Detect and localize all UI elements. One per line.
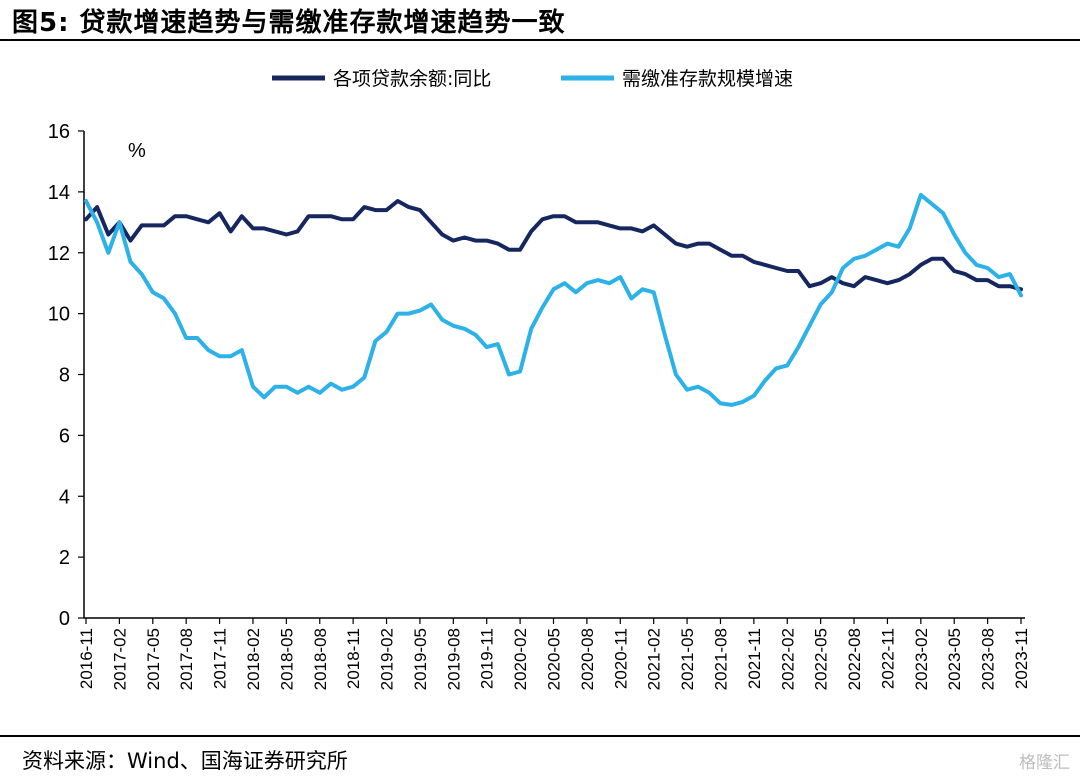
y-tick-label: 14 xyxy=(48,182,70,204)
series-layer xyxy=(84,192,1023,407)
y-axis: 0 2 4 6 8 10 12 14 16 xyxy=(48,121,85,630)
x-tick-label: 2020-11 xyxy=(611,628,630,689)
x-tick-label: 2016-11 xyxy=(77,628,96,689)
y-tick-label: 6 xyxy=(59,425,70,447)
y-tick-label: 4 xyxy=(59,486,70,508)
figure-title: 图5: 贷款增速趋势与需缴准存款增速趋势一致 xyxy=(12,8,566,38)
x-tick-label: 2020-05 xyxy=(545,628,564,690)
y-tick-label: 2 xyxy=(59,547,70,569)
x-tick-label: 2020-02 xyxy=(511,628,530,690)
x-tick-label: 2021-11 xyxy=(745,628,764,689)
y-tick-label: 16 xyxy=(48,121,70,143)
legend-label: 需缴准存款规模增速 xyxy=(622,68,793,90)
x-tick-label: 2021-02 xyxy=(645,628,664,690)
x-tick-label: 2018-11 xyxy=(344,628,363,689)
x-tick-label: 2023-05 xyxy=(945,628,964,690)
y-tick-label: 12 xyxy=(48,243,70,265)
x-axis: 2016-11 2017-02 2017-05 2017-08 2017-11 2018-… xyxy=(77,617,1031,690)
x-tick-label: 2023-11 xyxy=(1012,628,1031,689)
source-note: 资料来源：Wind、国海证券研究所 xyxy=(22,749,348,773)
x-tick-label: 2019-02 xyxy=(378,628,397,690)
x-tick-label: 2018-05 xyxy=(277,628,296,690)
legend-item-1: 各项贷款余额:同比 xyxy=(272,68,491,90)
x-tick-label: 2017-05 xyxy=(144,628,163,690)
x-tick-label: 2022-02 xyxy=(778,628,797,690)
x-tick-label: 2018-08 xyxy=(311,628,330,690)
x-tick-label: 2017-11 xyxy=(211,628,230,689)
x-tick-label: 2021-05 xyxy=(678,628,697,690)
x-tick-label: 2021-08 xyxy=(711,628,730,690)
y-tick-label: 0 xyxy=(59,608,70,630)
x-tick-label: 2023-08 xyxy=(979,628,998,690)
legend-item-2: 需缴准存款规模增速 xyxy=(561,68,793,90)
x-tick-label: 2017-08 xyxy=(177,628,196,690)
x-tick-label: 2023-02 xyxy=(912,628,931,690)
x-tick-label: 2022-05 xyxy=(812,628,831,690)
x-tick-label: 2018-02 xyxy=(244,628,263,690)
x-tick-label: 2017-02 xyxy=(110,628,129,690)
x-tick-label: 2019-11 xyxy=(478,628,497,689)
series-line-1 xyxy=(84,199,1023,292)
legend-label: 各项贷款余额:同比 xyxy=(333,68,491,90)
watermark: 格隆汇 xyxy=(1019,753,1070,773)
x-tick-label: 2019-08 xyxy=(444,628,463,690)
x-tick-label: 2019-05 xyxy=(411,628,430,690)
source-rule xyxy=(0,735,1080,737)
y-tick-label: 8 xyxy=(59,365,70,387)
y-tick-label: 10 xyxy=(48,304,70,326)
title-rule xyxy=(0,39,1080,41)
x-tick-label: 2022-11 xyxy=(878,628,897,689)
x-tick-label: 2020-08 xyxy=(578,628,597,690)
x-tick-label: 2022-08 xyxy=(845,628,864,690)
legend: 各项贷款余额:同比 需缴准存款规模增速 xyxy=(272,68,793,90)
series-line-2 xyxy=(84,192,1023,407)
unit-label: % xyxy=(128,140,146,162)
